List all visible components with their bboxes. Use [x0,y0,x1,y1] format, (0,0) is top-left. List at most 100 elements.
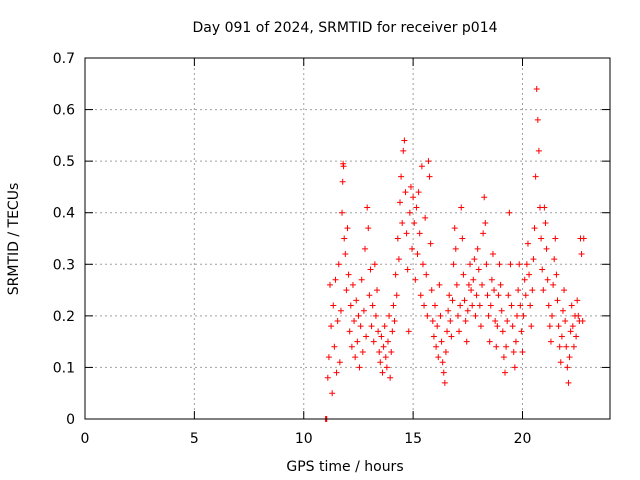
data-point [340,163,347,170]
data-point [512,338,519,345]
data-point [471,256,478,263]
data-point [422,214,429,221]
data-point [453,281,460,288]
data-point [566,354,573,361]
data-point [569,323,576,330]
data-point [557,359,564,366]
data-point [375,328,382,335]
data-point [349,281,356,288]
y-tick-label: 0.5 [53,154,75,170]
data-point [452,245,459,252]
data-point [519,348,526,355]
data-point [553,271,560,278]
data-point [514,312,521,319]
y-tick-labels: 0 0.1 0.2 0.3 0.4 0.5 0.6 0.7 [53,51,75,428]
data-point [446,292,453,299]
data-point [423,271,430,278]
data-point [539,266,546,273]
data-point [358,276,365,283]
data-point [505,292,512,299]
x-tick-label: 0 [81,431,90,447]
data-point [382,354,389,361]
data-point [542,220,549,227]
data-point [561,287,568,294]
data-point [324,374,331,381]
data-point [421,302,428,309]
data-point [550,281,557,288]
data-point [432,302,438,309]
data-point [381,323,388,330]
data-point [527,302,534,309]
data-point [417,292,424,299]
data-point [469,302,476,309]
data-point [465,281,472,288]
data-point [325,354,332,361]
data-point [400,147,407,154]
data-point [398,173,405,180]
data-point [515,287,522,294]
data-point [333,369,340,376]
data-point [363,333,370,340]
x-tick-label: 5 [190,431,199,447]
data-point [428,287,435,294]
data-point [470,276,477,283]
data-point [344,225,351,232]
data-point [535,147,542,154]
data-point [493,343,500,350]
data-point [488,276,495,283]
data-point [370,338,377,345]
data-point [477,323,484,330]
x-axis-label: GPS time / hours [286,459,403,475]
data-point [540,287,547,294]
data-point [507,261,514,268]
data-point [433,343,440,350]
data-point [551,256,558,263]
data-point [380,343,387,350]
data-point [464,307,471,314]
data-point [416,230,423,237]
data-point [376,348,383,355]
data-point [399,220,406,227]
data-point [451,225,458,232]
data-point [498,307,505,314]
data-point [564,364,571,371]
data-point [479,281,486,288]
x-tick-labels: 0 5 10 15 20 [81,431,532,447]
x-tick-label: 10 [295,431,313,447]
data-point [331,343,338,350]
data-point [532,173,539,180]
data-point [415,189,422,196]
data-point [538,235,545,242]
data-point [359,348,366,355]
data-point [523,261,530,268]
data-point [429,318,436,325]
data-point [559,307,566,314]
data-point [411,220,418,227]
data-point [356,364,363,371]
data-point [405,328,412,335]
data-point [489,250,496,257]
data-point [547,338,554,345]
data-point [496,261,503,268]
data-point [552,235,559,242]
data-point [448,333,455,340]
data-point [438,338,445,345]
data-point [546,323,553,330]
data-point [459,235,466,242]
data-point [374,287,381,294]
data-point [450,261,457,268]
data-point [467,261,473,268]
data-point [528,323,535,330]
data-point [502,369,508,376]
data-point [503,343,510,350]
data-point [495,292,502,299]
data-point [341,235,348,242]
data-point [377,359,384,366]
data-point [458,204,465,211]
data-point [497,281,504,288]
data-point [474,245,481,252]
y-tick-label: 0.1 [53,360,75,376]
data-point [530,256,537,263]
data-point [549,312,556,319]
data-point [357,323,364,330]
